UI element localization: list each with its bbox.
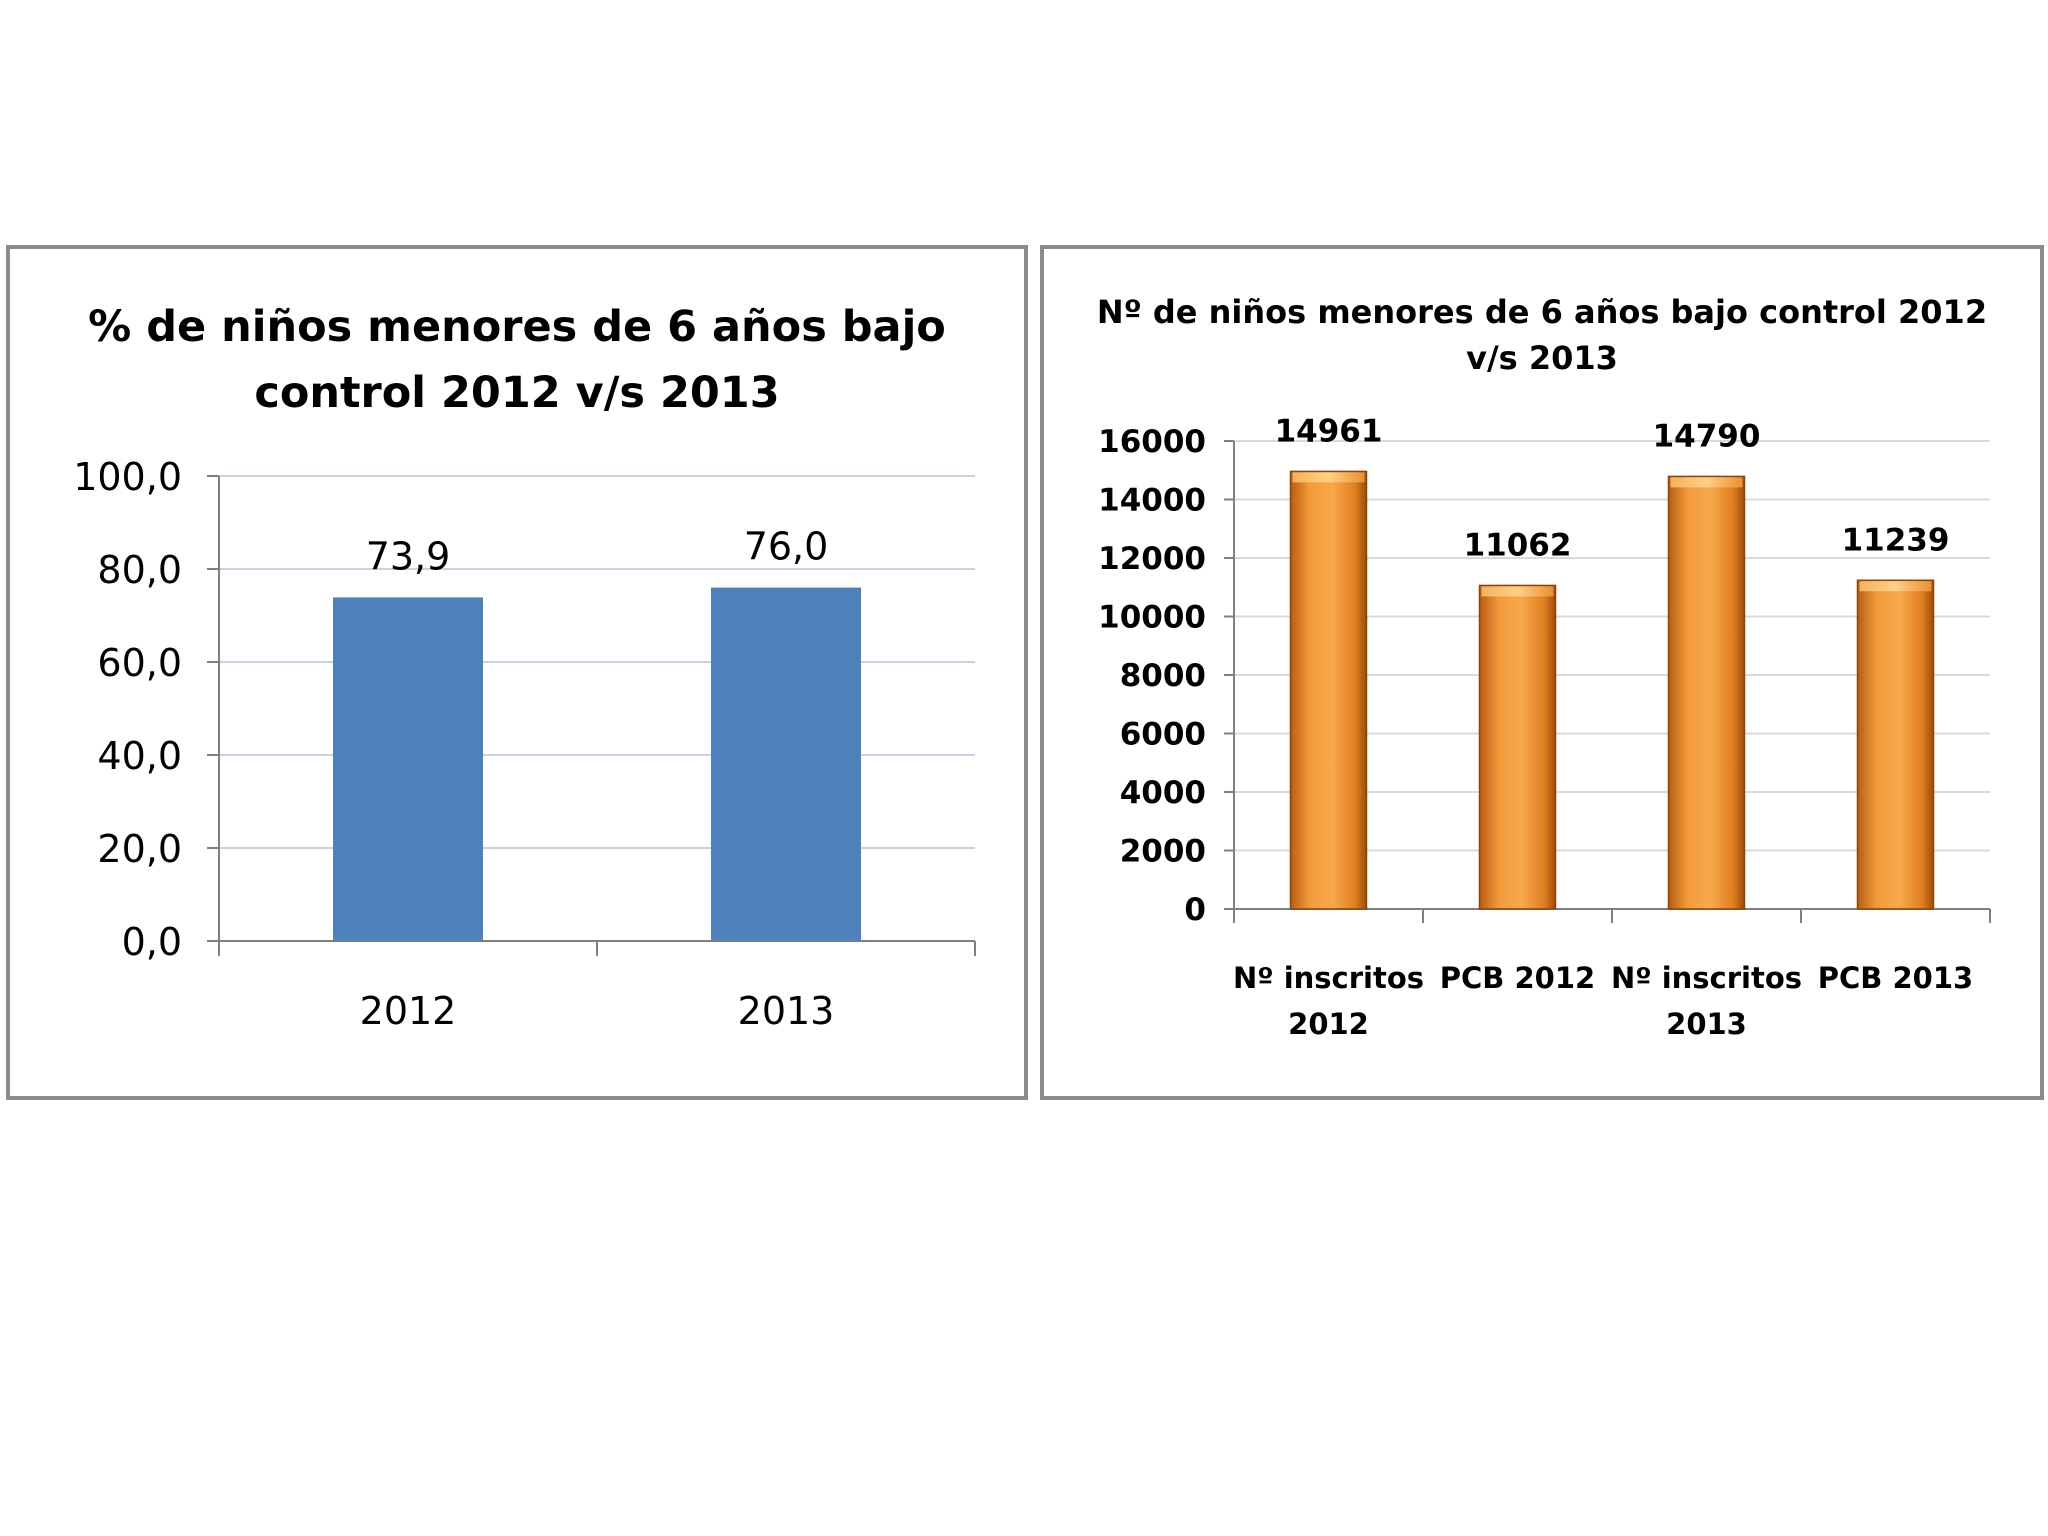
x-tick-label: PCB 2012 [1440,961,1595,995]
y-tick-label: 8000 [1120,658,1206,694]
y-tick-label: 12000 [1098,541,1206,577]
x-tick-label: Nº inscritos [1611,961,1802,995]
percent-chart-panel: % de niños menores de 6 años bajo contro… [6,245,1028,1100]
count-chart-svg: 0 2000 4000 6000 8000 10000 12000 14000 16000 149… [1098,413,1991,1041]
y-tick-label: 40,0 [97,734,182,778]
bar-2012 [333,597,483,941]
data-label: 14790 [1653,418,1761,454]
x-tick-label: 2012 [1288,1007,1369,1041]
y-tick-label: 10000 [1098,600,1206,636]
y-tick-label: 4000 [1120,775,1206,811]
data-label: 14961 [1275,413,1383,449]
data-label: 73,9 [366,534,451,578]
x-tick-label: 2013 [738,989,835,1033]
count-chart-panel: Nº de niños menores de 6 años bajo contr… [1040,245,2044,1100]
bar-0 [1289,470,1368,910]
bar-1 [1478,584,1557,910]
data-label: 11239 [1842,522,1950,558]
bar-top-bevel [1670,477,1743,488]
y-tick-label: 20,0 [97,827,182,871]
y-tick-label: 2000 [1120,834,1206,870]
bar-top-bevel [1481,586,1554,597]
x-tick-label: 2013 [1666,1007,1747,1041]
bar-2013 [711,587,861,941]
y-tick-label: 100,0 [73,455,182,499]
y-tick-label: 14000 [1098,483,1206,519]
count-chart-title: Nº de niños menores de 6 años bajo contr… [1096,293,1988,377]
bar-3 [1856,579,1935,910]
percent-chart-svg: 0,0 20,0 40,0 60,0 80,0 100,0 73,9 2012 76,0 2013 [73,455,976,1033]
data-label: 11062 [1464,527,1572,563]
x-tick-label: PCB 2013 [1818,961,1973,995]
x-tick-label: Nº inscritos [1233,961,1424,995]
bar-top-bevel [1859,581,1932,592]
y-tick-label: 0 [1184,892,1206,928]
y-tick-label: 60,0 [97,641,182,685]
y-tick-label: 80,0 [97,548,182,592]
y-tick-label: 0,0 [122,920,182,964]
data-label: 76,0 [744,525,829,569]
bar-2 [1667,475,1746,910]
bar-top-bevel [1292,472,1365,483]
x-tick-label: 2012 [360,989,457,1033]
percent-chart-title: % de niños menores de 6 años bajo contro… [88,302,946,418]
y-tick-label: 16000 [1098,424,1206,460]
y-tick-label: 6000 [1120,717,1206,753]
